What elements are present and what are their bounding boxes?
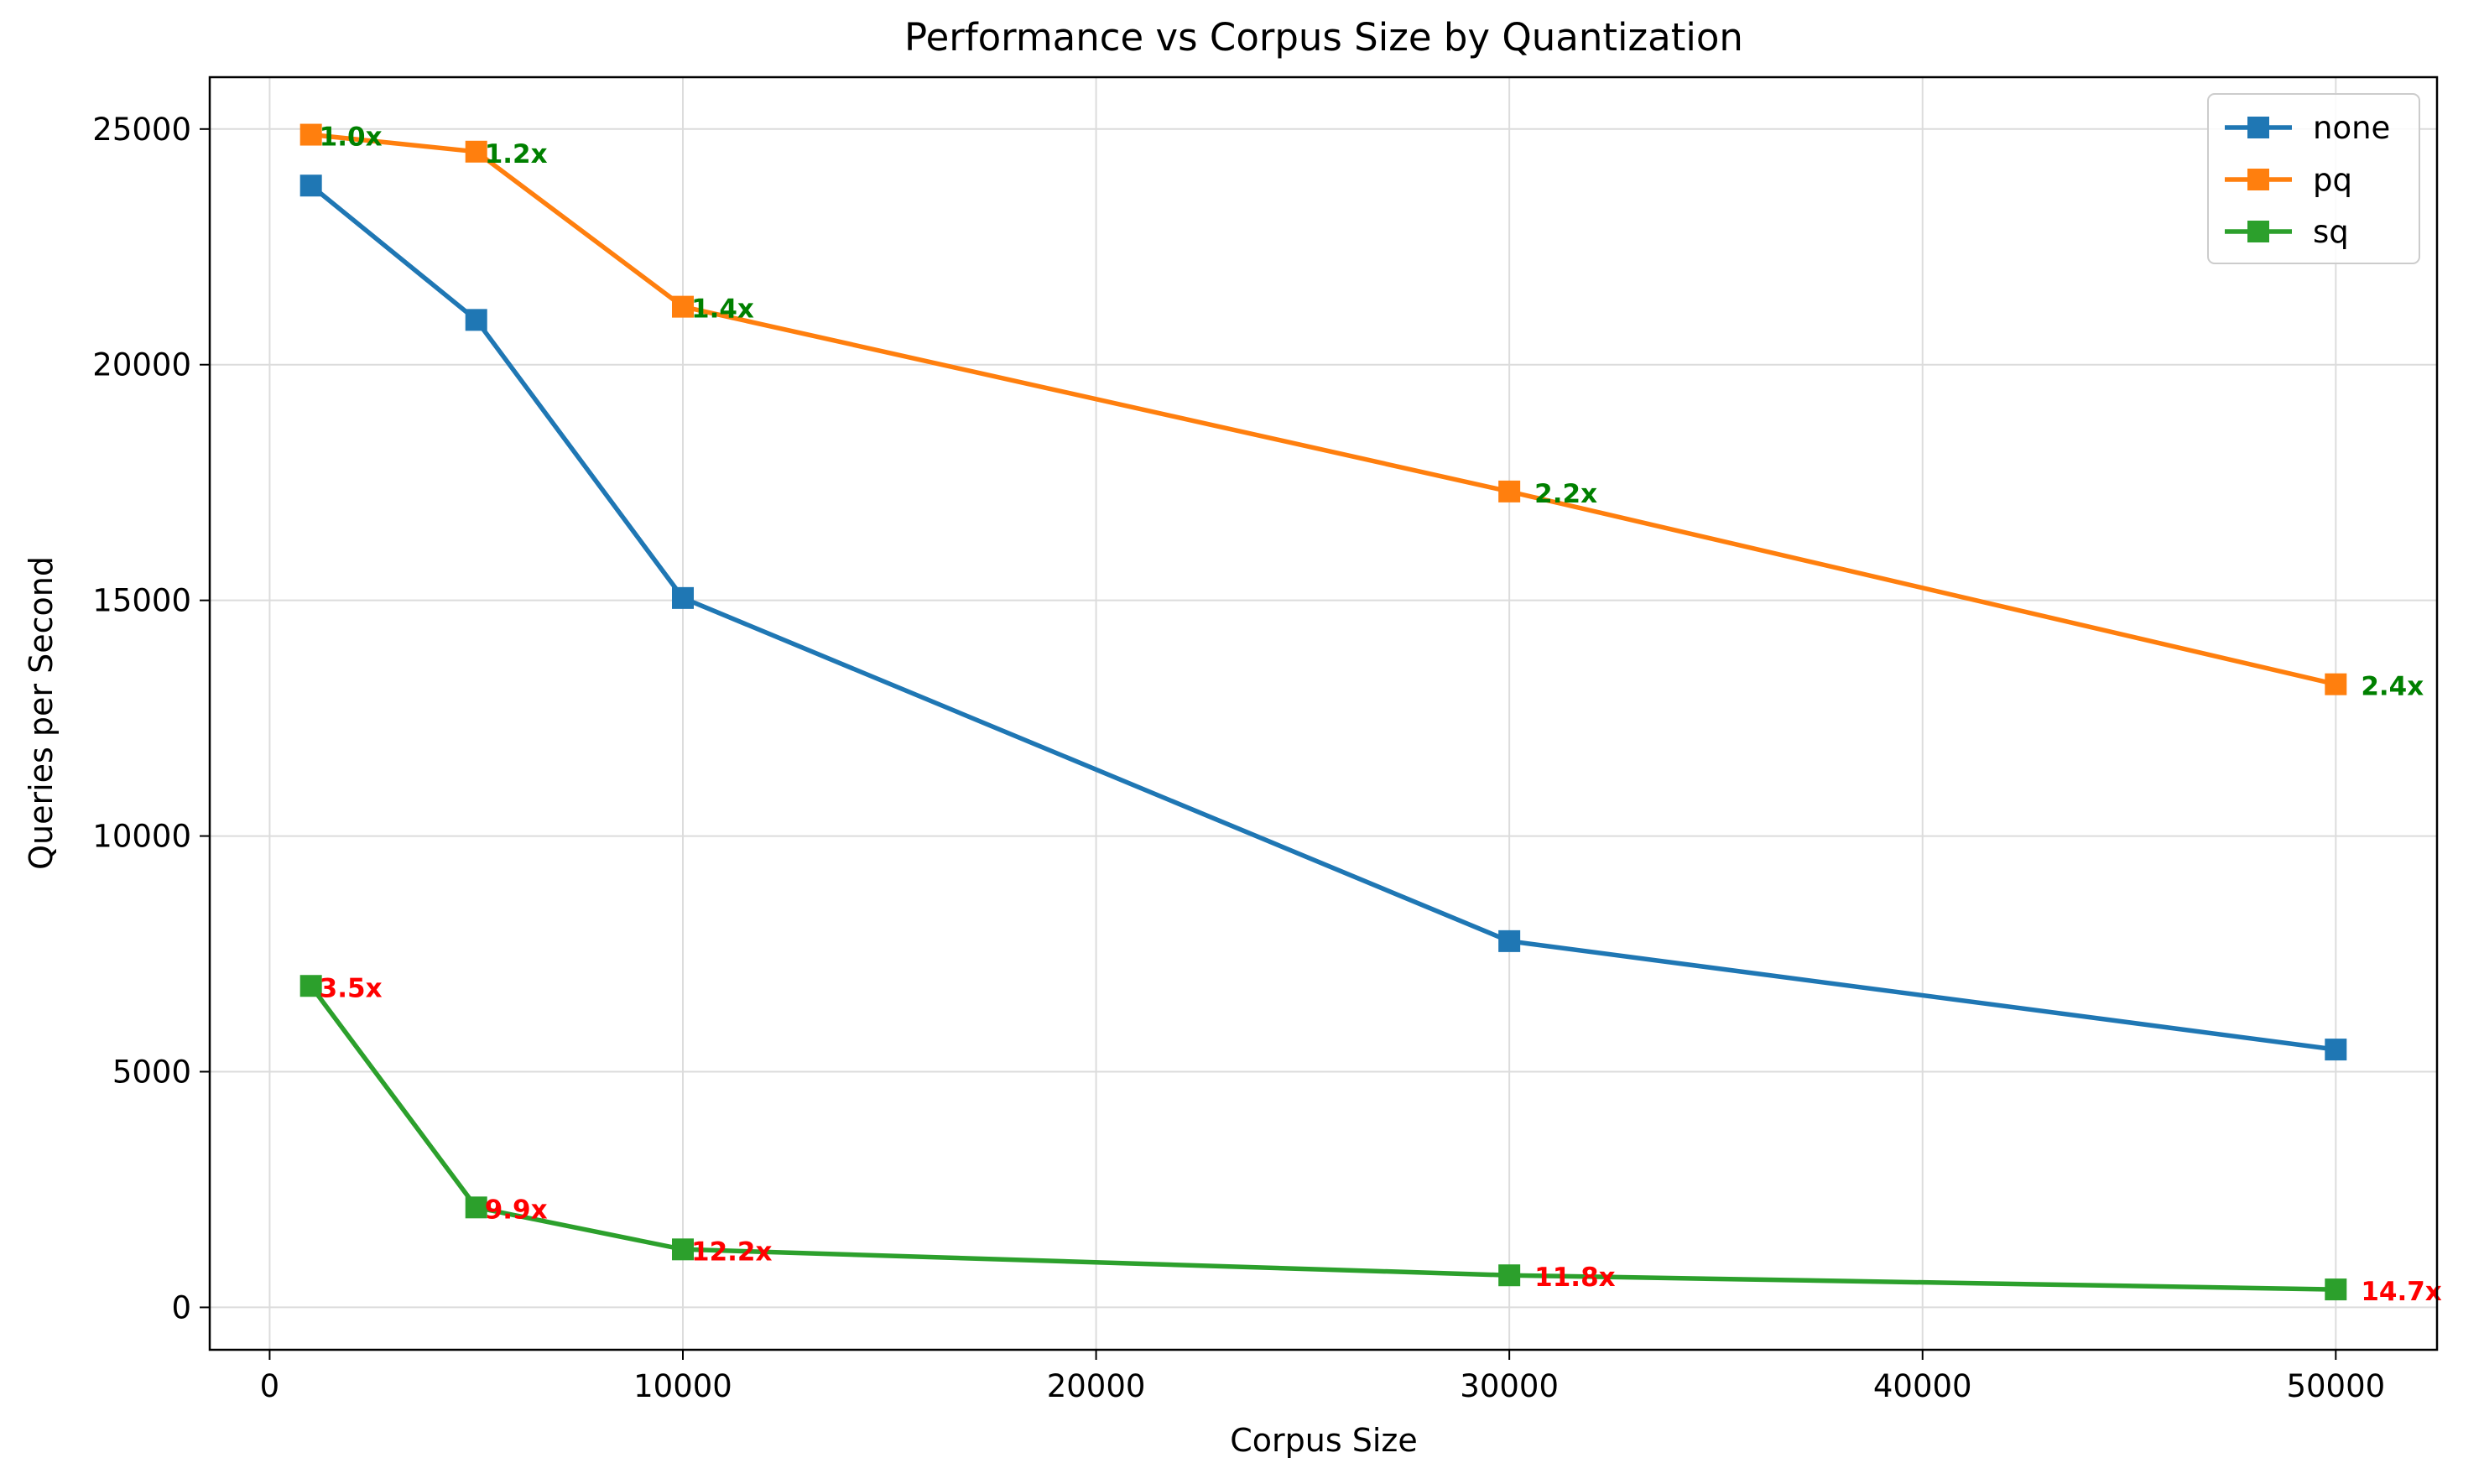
legend-swatch-marker <box>2247 169 2269 190</box>
data-point-none <box>465 309 487 331</box>
series-none <box>299 174 2347 1061</box>
point-label-pq: 1.0x <box>320 122 383 153</box>
chart-title: Performance vs Corpus Size by Quantizati… <box>904 15 1743 60</box>
legend-label: pq <box>2313 162 2352 198</box>
legend-item-sq: sq <box>2225 214 2349 250</box>
y-tick-label: 5000 <box>112 1054 191 1091</box>
x-tick-label: 20000 <box>1047 1368 1146 1404</box>
x-tick-label: 30000 <box>1460 1368 1559 1404</box>
legend-label: none <box>2313 110 2390 146</box>
data-point-sq <box>465 1196 487 1219</box>
y-tick-label: 0 <box>171 1289 191 1325</box>
y-tick-label: 20000 <box>92 347 191 383</box>
x-axis: 0 10000 20000 30000 40000 50000 <box>260 1350 2385 1404</box>
data-point-sq <box>1498 1264 1521 1287</box>
series-pq <box>299 123 2347 695</box>
series-sq <box>299 975 2347 1301</box>
y-tick-label: 25000 <box>92 112 191 148</box>
data-point-pq <box>465 140 487 163</box>
point-label-sq: 3.5x <box>320 973 383 1003</box>
x-axis-label: Corpus Size <box>1230 1422 1418 1459</box>
x-tick-label: 10000 <box>633 1368 732 1404</box>
y-tick-label: 10000 <box>92 819 191 855</box>
data-point-sq <box>2325 1278 2347 1301</box>
point-label-sq: 14.7x <box>2361 1277 2441 1307</box>
data-point-pq <box>2325 673 2347 695</box>
point-label-sq: 9.9x <box>485 1195 548 1225</box>
series-layer <box>299 123 2347 1301</box>
x-tick-label: 50000 <box>2286 1368 2385 1404</box>
point-label-pq: 1.4x <box>691 294 754 325</box>
plot-frame <box>208 76 2439 1351</box>
legend: none pq sq <box>2207 93 2420 264</box>
legend-swatch-marker <box>2247 221 2269 242</box>
point-label-pq: 1.2x <box>485 139 548 169</box>
legend-label: sq <box>2313 214 2349 250</box>
data-point-none <box>299 174 322 197</box>
legend-item-none: none <box>2225 110 2390 146</box>
point-label-sq: 11.8x <box>1534 1263 1615 1293</box>
x-tick-label: 40000 <box>1873 1368 1972 1404</box>
grid-lines <box>210 77 2437 1350</box>
data-point-none <box>672 586 695 609</box>
data-point-none <box>2325 1039 2347 1061</box>
data-point-sq <box>299 975 322 997</box>
y-axis-label: Queries per Second <box>23 556 60 870</box>
point-label-layer: 1.0x 1.2x 1.4x 2.2x 2.4x 3.5x 9.9x 12.2x 11.8x 14… <box>320 122 2442 1308</box>
point-label-sq: 12.2x <box>691 1237 772 1267</box>
point-label-pq: 2.2x <box>1534 479 1597 509</box>
y-axis: 0 5000 10000 15000 20000 25000 <box>92 112 210 1325</box>
data-point-pq <box>299 123 322 146</box>
data-point-pq <box>1498 480 1521 502</box>
legend-item-pq: pq <box>2225 162 2352 198</box>
point-label-pq: 2.4x <box>2361 672 2424 702</box>
y-tick-label: 15000 <box>92 583 191 619</box>
data-point-sq <box>672 1238 695 1261</box>
data-point-none <box>1498 929 1521 952</box>
legend-swatch-marker <box>2247 117 2269 138</box>
data-point-pq <box>672 295 695 318</box>
x-tick-label: 0 <box>260 1368 280 1404</box>
